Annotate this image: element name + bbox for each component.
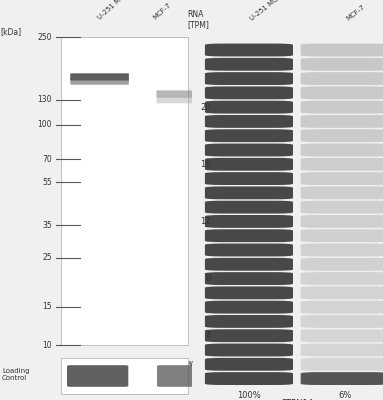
FancyBboxPatch shape [205,272,293,285]
Text: 250: 250 [37,33,52,42]
FancyBboxPatch shape [205,115,293,128]
FancyBboxPatch shape [157,90,215,98]
FancyBboxPatch shape [301,115,383,128]
Text: U-251 MG: U-251 MG [97,0,126,21]
Text: 35: 35 [42,221,52,230]
Text: 20: 20 [200,103,211,112]
FancyBboxPatch shape [301,86,383,99]
Text: 12: 12 [200,217,211,226]
FancyBboxPatch shape [301,272,383,285]
Text: 4: 4 [205,331,211,340]
Text: Low: Low [178,358,193,368]
FancyBboxPatch shape [301,144,383,156]
FancyBboxPatch shape [301,372,383,385]
FancyBboxPatch shape [205,286,293,299]
FancyBboxPatch shape [301,315,383,328]
FancyBboxPatch shape [205,244,293,256]
FancyBboxPatch shape [301,344,383,356]
FancyBboxPatch shape [205,229,293,242]
FancyBboxPatch shape [205,258,293,271]
Text: U-251 MG: U-251 MG [249,0,280,22]
FancyBboxPatch shape [205,344,293,356]
Text: High: High [91,358,108,368]
FancyBboxPatch shape [70,78,129,85]
FancyBboxPatch shape [157,365,218,387]
FancyBboxPatch shape [301,358,383,371]
Text: 100%: 100% [237,391,261,400]
FancyBboxPatch shape [301,186,383,199]
FancyBboxPatch shape [301,258,383,271]
FancyBboxPatch shape [205,58,293,71]
Text: RNA
[TPM]: RNA [TPM] [188,10,210,29]
Bar [61,37,188,346]
FancyBboxPatch shape [301,301,383,314]
FancyBboxPatch shape [205,186,293,199]
FancyBboxPatch shape [301,201,383,214]
FancyBboxPatch shape [67,365,128,387]
FancyBboxPatch shape [301,286,383,299]
FancyBboxPatch shape [301,215,383,228]
FancyBboxPatch shape [301,129,383,142]
Text: 130: 130 [37,95,52,104]
FancyBboxPatch shape [205,301,293,314]
Text: 8: 8 [205,274,211,283]
Text: 6%: 6% [338,391,351,400]
Text: MCF-7: MCF-7 [152,2,172,21]
Text: 16: 16 [200,160,211,169]
FancyBboxPatch shape [301,101,383,114]
FancyBboxPatch shape [301,158,383,171]
Text: 100: 100 [37,120,52,129]
FancyBboxPatch shape [205,372,293,385]
Text: 15: 15 [42,302,52,311]
FancyBboxPatch shape [205,201,293,214]
FancyBboxPatch shape [205,215,293,228]
FancyBboxPatch shape [205,72,293,85]
FancyBboxPatch shape [205,358,293,371]
Bar [61,358,188,394]
FancyBboxPatch shape [301,329,383,342]
Text: 55: 55 [42,178,52,187]
FancyBboxPatch shape [70,73,129,80]
FancyBboxPatch shape [205,44,293,56]
Text: MCF-7: MCF-7 [345,3,366,22]
FancyBboxPatch shape [205,329,293,342]
FancyBboxPatch shape [157,96,215,103]
FancyBboxPatch shape [301,244,383,256]
Text: Loading
Control: Loading Control [2,368,29,380]
FancyBboxPatch shape [205,101,293,114]
FancyBboxPatch shape [301,229,383,242]
Text: PTPN14: PTPN14 [281,398,313,400]
FancyBboxPatch shape [205,86,293,99]
FancyBboxPatch shape [205,129,293,142]
Text: 70: 70 [42,154,52,164]
FancyBboxPatch shape [301,172,383,185]
FancyBboxPatch shape [205,172,293,185]
Text: [kDa]: [kDa] [0,27,21,36]
Text: 25: 25 [42,253,52,262]
FancyBboxPatch shape [301,72,383,85]
FancyBboxPatch shape [205,144,293,156]
FancyBboxPatch shape [301,44,383,56]
Text: 10: 10 [42,341,52,350]
FancyBboxPatch shape [205,158,293,171]
FancyBboxPatch shape [205,315,293,328]
FancyBboxPatch shape [301,58,383,71]
